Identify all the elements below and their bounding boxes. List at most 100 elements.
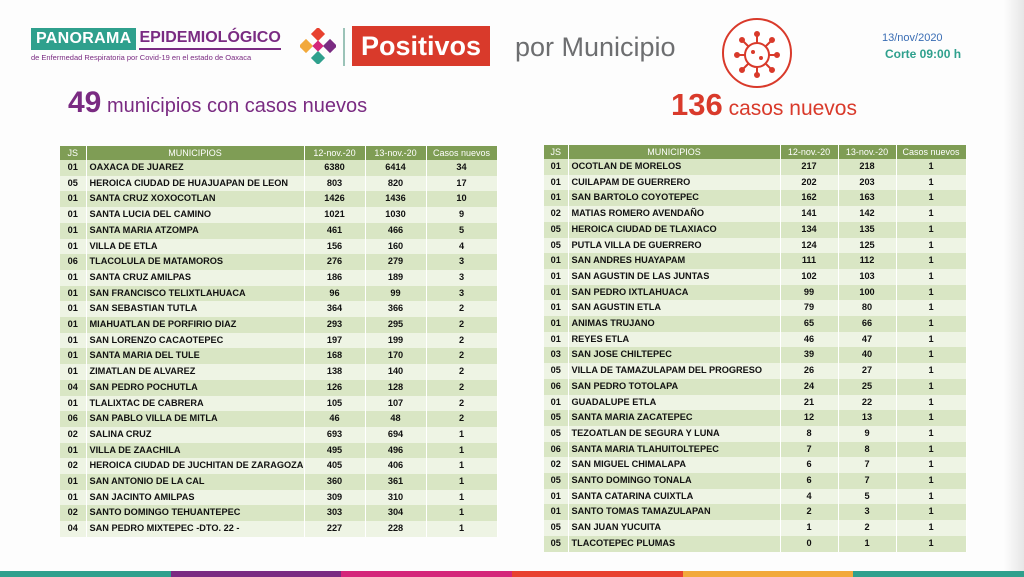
col-casos-nuevos: Casos nuevos — [896, 145, 967, 159]
table-row: 01 SAN ANTONIO DE LA CAL 360 361 1 — [60, 474, 498, 490]
row-12-nov: 6380 — [304, 160, 366, 176]
row-municipio: SAN LORENZO CACAOTEPEC — [86, 332, 305, 349]
row-js: 05 — [544, 535, 569, 552]
row-municipio: SALINA CRUZ — [86, 426, 305, 443]
row-casos-nuevos: 1 — [896, 488, 967, 505]
row-casos-nuevos: 2 — [426, 301, 498, 318]
table-row: 01 SANTA MARIA ATZOMPA 461 466 5 — [60, 222, 498, 239]
row-13-nov: 47 — [838, 331, 897, 348]
table-row: 04 SAN PEDRO MIXTEPEC -DTO. 22 -227 228 1 — [60, 521, 498, 537]
table-row: 06 SAN PEDRO TOTOLAPA 24 25 1 — [544, 378, 967, 395]
row-12-nov: 124 — [780, 237, 839, 254]
table-row: 01 SAN AGUSTIN DE LAS JUNTAS 102 103 1 — [544, 268, 967, 285]
table-row: 05 HEROICA CIUDAD DE HUAJUAPAN DE LEON 803… — [60, 175, 498, 192]
row-13-nov: 135 — [838, 221, 897, 238]
row-municipio: GUADALUPE ETLA — [568, 394, 781, 411]
bottom-color-bar — [0, 571, 1024, 577]
row-casos-nuevos: 4 — [426, 238, 498, 255]
row-casos-nuevos: 1 — [896, 268, 967, 285]
logo-icon — [300, 28, 336, 64]
row-12-nov: 162 — [780, 190, 839, 207]
row-js: 04 — [60, 521, 87, 537]
row-casos-nuevos: 1 — [426, 458, 498, 475]
row-12-nov: 360 — [304, 474, 366, 490]
row-13-nov: 99 — [365, 285, 427, 302]
row-casos-nuevos: 1 — [896, 159, 967, 175]
row-12-nov: 293 — [304, 317, 366, 333]
row-js: 05 — [544, 410, 569, 426]
positivos-label: Positivos — [352, 26, 491, 66]
row-casos-nuevos: 1 — [896, 504, 967, 521]
row-casos-nuevos: 1 — [896, 331, 967, 348]
row-casos-nuevos: 3 — [426, 254, 498, 270]
row-js: 01 — [544, 394, 569, 411]
table-row: 01 SAN AGUSTIN ETLA 79 80 1 — [544, 300, 967, 317]
row-js: 01 — [60, 442, 87, 459]
virus-icon — [722, 18, 792, 88]
row-12-nov: 21 — [780, 394, 839, 411]
table-row: 05 SANTO DOMINGO TONALA 6 7 1 — [544, 473, 967, 489]
row-13-nov: 279 — [365, 254, 427, 270]
row-12-nov: 803 — [304, 175, 366, 192]
row-casos-nuevos: 1 — [426, 442, 498, 459]
table-row: 02 SAN MIGUEL CHIMALAPA 6 7 1 — [544, 457, 967, 474]
table-row: 01 SANTA MARIA DEL TULE 168 170 2 — [60, 348, 498, 365]
table-row: 01 SAN SEBASTIAN TUTLA 364 366 2 — [60, 301, 498, 318]
row-js: 01 — [544, 284, 569, 301]
row-js: 01 — [60, 285, 87, 302]
row-casos-nuevos: 1 — [896, 253, 967, 269]
row-13-nov: 48 — [365, 411, 427, 427]
row-13-nov: 103 — [838, 268, 897, 285]
row-13-nov: 218 — [838, 159, 897, 175]
row-js: 01 — [60, 317, 87, 333]
row-js: 01 — [544, 331, 569, 348]
row-13-nov: 160 — [365, 238, 427, 255]
row-js: 01 — [544, 316, 569, 332]
row-casos-nuevos: 3 — [426, 285, 498, 302]
col-12-nov: 12-nov.-20 — [780, 145, 839, 159]
row-12-nov: 309 — [304, 489, 366, 506]
row-12-nov: 217 — [780, 159, 839, 175]
row-12-nov: 405 — [304, 458, 366, 475]
brand-epidemiologico: EPIDEMIOLÓGICO — [139, 28, 281, 50]
row-casos-nuevos: 1 — [426, 489, 498, 506]
row-12-nov: 202 — [780, 174, 839, 191]
table-row: 05 VILLA DE TAMAZULAPAM DEL PROGRESO 26 27 1 — [544, 363, 967, 379]
row-13-nov: 1436 — [365, 191, 427, 208]
row-municipio: SAN AGUSTIN ETLA — [568, 300, 781, 317]
right-table-body: 01 OCOTLAN DE MORELOS 217 218 1 01 CUILAPAM DE… — [544, 159, 967, 552]
row-js: 01 — [60, 301, 87, 318]
row-12-nov: 134 — [780, 221, 839, 238]
row-casos-nuevos: 1 — [426, 474, 498, 490]
row-municipio: ANIMAS TRUJANO — [568, 316, 781, 332]
row-js: 02 — [60, 458, 87, 475]
col-13-nov: 13-nov.-20 — [838, 145, 897, 159]
table-row: 01 SANTA CRUZ AMILPAS 186 189 3 — [60, 269, 498, 286]
row-13-nov: 1 — [838, 535, 897, 552]
row-municipio: REYES ETLA — [568, 331, 781, 348]
row-municipio: TLACOTEPEC PLUMAS — [568, 535, 781, 552]
por-municipio-label: por Municipio — [515, 32, 676, 62]
table-row: 01 ANIMAS TRUJANO 65 66 1 — [544, 316, 967, 332]
row-municipio: SAN MIGUEL CHIMALAPA — [568, 457, 781, 474]
row-js: 01 — [544, 268, 569, 285]
table-row: 01 ZIMATLAN DE ALVAREZ 138 140 2 — [60, 364, 498, 380]
row-municipio: SANTA MARIA DEL TULE — [86, 348, 305, 365]
table-row: 05 TEZOATLAN DE SEGURA Y LUNA 8 9 1 — [544, 425, 967, 442]
report-date: 13/nov/2020 — [882, 32, 943, 44]
row-js: 05 — [544, 221, 569, 238]
row-13-nov: 406 — [365, 458, 427, 475]
row-12-nov: 141 — [780, 206, 839, 222]
table-row: 06 TLACOLULA DE MATAMOROS 276 279 3 — [60, 254, 498, 270]
row-js: 03 — [544, 347, 569, 364]
row-js: 01 — [60, 207, 87, 223]
row-casos-nuevos: 2 — [426, 411, 498, 427]
row-13-nov: 142 — [838, 206, 897, 222]
row-13-nov: 7 — [838, 457, 897, 474]
row-12-nov: 12 — [780, 410, 839, 426]
table-row: 01 VILLA DE ETLA 156 160 4 — [60, 238, 498, 255]
table-row: 02 SANTO DOMINGO TEHUANTEPEC 303 304 1 — [60, 505, 498, 522]
row-12-nov: 303 — [304, 505, 366, 522]
row-municipio: TEZOATLAN DE SEGURA Y LUNA — [568, 425, 781, 442]
